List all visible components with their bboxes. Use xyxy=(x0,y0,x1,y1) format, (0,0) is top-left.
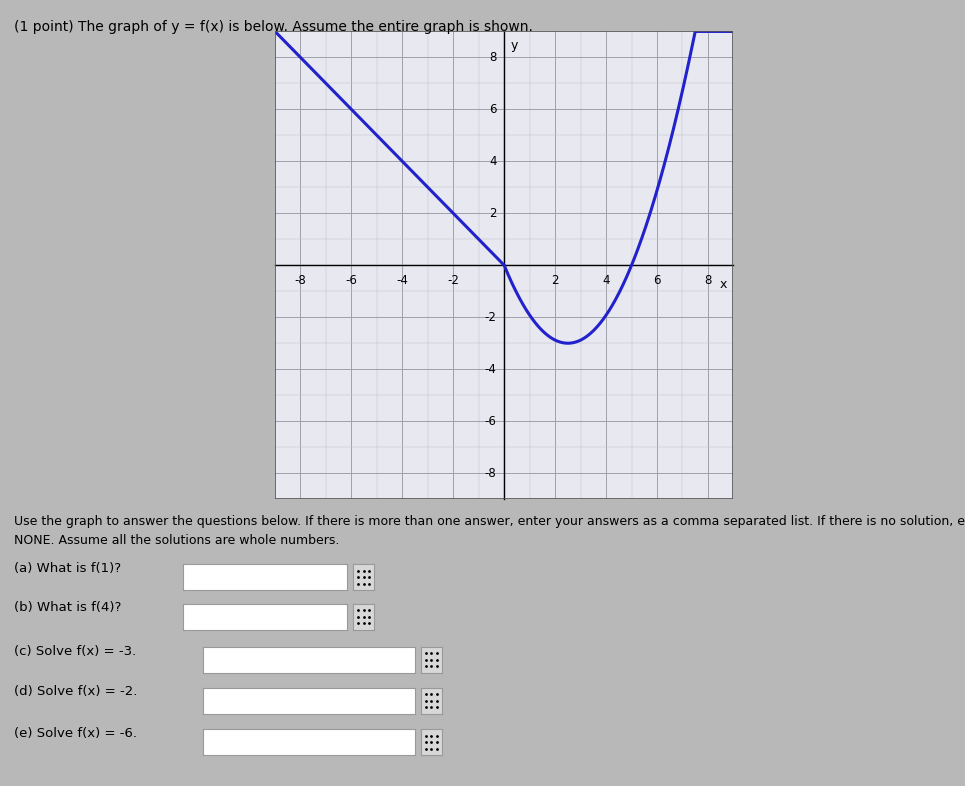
Text: (e) Solve f(x) = -6.: (e) Solve f(x) = -6. xyxy=(14,727,137,740)
Text: 4: 4 xyxy=(489,155,497,168)
Text: (c) Solve f(x) = -3.: (c) Solve f(x) = -3. xyxy=(14,645,137,658)
Text: Use the graph to answer the questions below. If there is more than one answer, e: Use the graph to answer the questions be… xyxy=(14,515,965,528)
Text: x: x xyxy=(720,278,727,292)
Text: NONE. Assume all the solutions are whole numbers.: NONE. Assume all the solutions are whole… xyxy=(14,534,340,548)
Text: 8: 8 xyxy=(704,274,711,288)
Text: y: y xyxy=(510,39,518,52)
Text: 4: 4 xyxy=(602,274,610,288)
Text: -4: -4 xyxy=(397,274,408,288)
Text: 6: 6 xyxy=(653,274,661,288)
Text: -8: -8 xyxy=(484,467,497,479)
Text: (b) What is f(4)?: (b) What is f(4)? xyxy=(14,601,122,615)
Text: 2: 2 xyxy=(489,207,497,220)
Text: 2: 2 xyxy=(551,274,559,288)
Text: (d) Solve f(x) = -2.: (d) Solve f(x) = -2. xyxy=(14,685,138,699)
Text: 6: 6 xyxy=(489,103,497,116)
Text: -2: -2 xyxy=(484,310,497,324)
Text: -2: -2 xyxy=(448,274,459,288)
Text: (1 point) The graph of y = f(x) is below. Assume the entire graph is shown.: (1 point) The graph of y = f(x) is below… xyxy=(14,20,534,34)
Text: 8: 8 xyxy=(489,51,497,64)
Text: -6: -6 xyxy=(345,274,357,288)
Text: -8: -8 xyxy=(294,274,306,288)
Text: (a) What is f(1)?: (a) What is f(1)? xyxy=(14,562,122,575)
Text: -4: -4 xyxy=(484,362,497,376)
Text: -6: -6 xyxy=(484,415,497,428)
